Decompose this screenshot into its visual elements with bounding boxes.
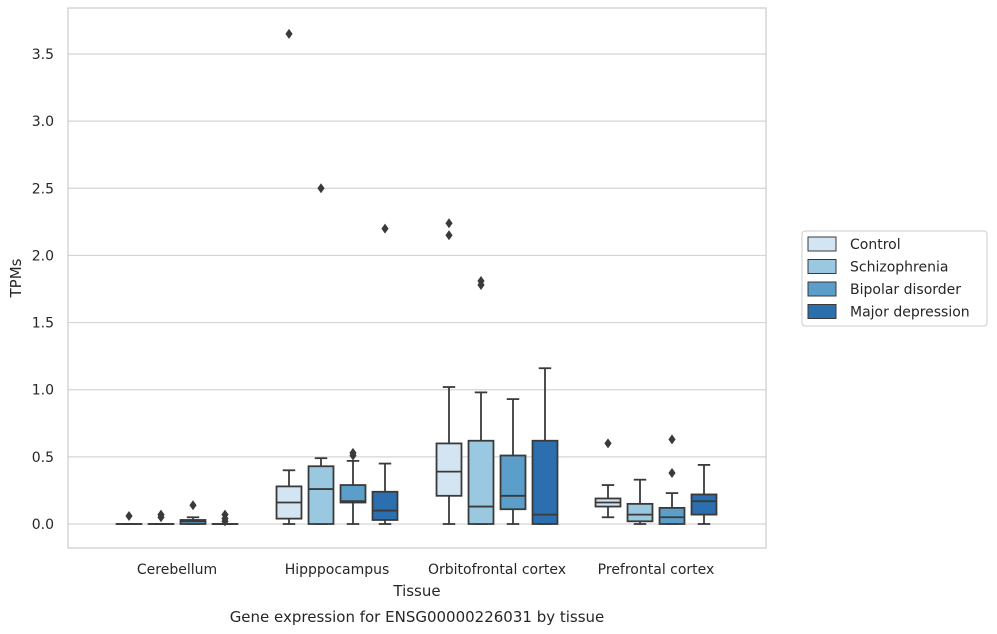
box-body (626, 502, 654, 523)
legend-swatch (807, 304, 837, 319)
box-body (467, 439, 495, 525)
y-tick-label: 2.5 (32, 181, 54, 197)
outlier-point (125, 510, 133, 521)
y-tick-label: 0.5 (32, 450, 54, 466)
outlier-point (317, 183, 325, 194)
box (626, 478, 654, 525)
gridlines (68, 53, 766, 525)
box-body (690, 493, 718, 516)
outlier-point (668, 434, 676, 445)
x-tick-label: Hipppocampus (285, 562, 390, 578)
y-tick-label: 3.0 (32, 114, 54, 130)
box (179, 500, 207, 525)
y-tick-label: 3.5 (32, 47, 54, 63)
outlier-point (668, 467, 676, 478)
box (531, 367, 559, 525)
outlier-point (221, 516, 229, 527)
plot-background (68, 8, 766, 548)
plot-frame (67, 7, 767, 549)
y-tick-label: 1.0 (32, 383, 54, 399)
outlier-point (285, 28, 293, 39)
box (307, 183, 335, 525)
x-tick-label: Prefrontal cortex (598, 562, 715, 578)
legend-frame (801, 230, 988, 327)
box (211, 509, 239, 527)
outlier-point (445, 230, 453, 241)
box (658, 434, 686, 525)
outlier-point (445, 218, 453, 229)
box (435, 218, 463, 525)
outlier-point (381, 223, 389, 234)
y-tick-label: 2.0 (32, 248, 54, 264)
legend-swatch (807, 259, 837, 274)
legend-swatch (807, 236, 837, 252)
legend-label: Schizophrenia (850, 260, 948, 276)
legend-label: Control (850, 237, 901, 253)
box (275, 28, 303, 525)
x-tick-label: Cerebellum (137, 562, 217, 578)
box (371, 223, 399, 525)
outlier-point (349, 450, 357, 461)
legend-label: Major depression (850, 305, 970, 321)
y-tick-labels: 0.0 0.5 1.0 1.5 2.0 2.5 3.0 3.5 (32, 47, 54, 533)
box (690, 464, 718, 525)
box-body (531, 439, 559, 525)
outlier-point (157, 512, 165, 523)
y-tick-label: 1.5 (32, 316, 54, 332)
legend-label: Bipolar disorder (850, 282, 961, 298)
outlier-point (189, 500, 197, 511)
x-tick-labels: Cerebellum Hipppocampus Orbitofrontal cort… (137, 562, 714, 578)
x-axis-title: Tissue (392, 582, 440, 600)
legend-swatch (807, 281, 837, 297)
chart-caption: Gene expression for ENSG00000226031 by t… (230, 608, 605, 626)
outlier-point (477, 279, 485, 290)
y-axis-title: TPMs (7, 258, 25, 298)
box (594, 438, 622, 519)
box (115, 510, 143, 525)
box-body (658, 506, 686, 525)
box-body (499, 454, 527, 511)
box-body (339, 484, 367, 504)
box (147, 509, 175, 525)
x-tick-label: Orbitofrontal cortex (428, 562, 566, 578)
outlier-point (604, 438, 612, 449)
legend: Control Schizophrenia Bipolar disorder Majo… (801, 230, 988, 327)
box (467, 275, 495, 525)
y-tick-label: 0.0 (32, 517, 54, 533)
box-body (435, 442, 463, 497)
box (499, 398, 527, 525)
box-group (115, 28, 718, 527)
box-body (371, 490, 399, 521)
box (339, 447, 367, 525)
box-body (307, 465, 335, 525)
